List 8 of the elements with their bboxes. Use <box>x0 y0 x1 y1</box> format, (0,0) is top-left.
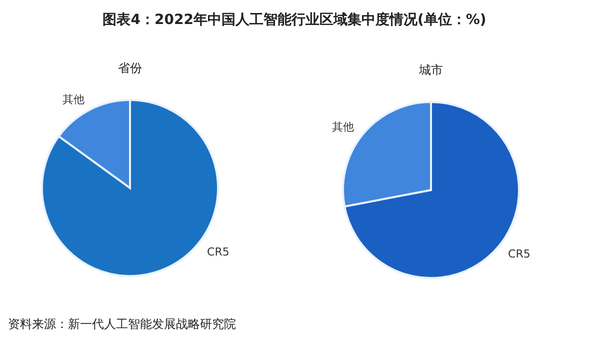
slice-label: CR5 <box>207 246 230 259</box>
chart-subtitle: 城市 <box>418 63 443 77</box>
slice-label: 其他 <box>62 92 85 106</box>
slice-label: CR5 <box>508 248 530 261</box>
slice-label: 其他 <box>332 120 354 134</box>
chart-subtitle: 省份 <box>118 61 142 75</box>
text: 资料来源：新一代人工智能发展战略研究院 <box>8 317 236 331</box>
text: 图表4：2022年中国人工智能行业区域集中度情况(单位：%) <box>102 11 486 28</box>
